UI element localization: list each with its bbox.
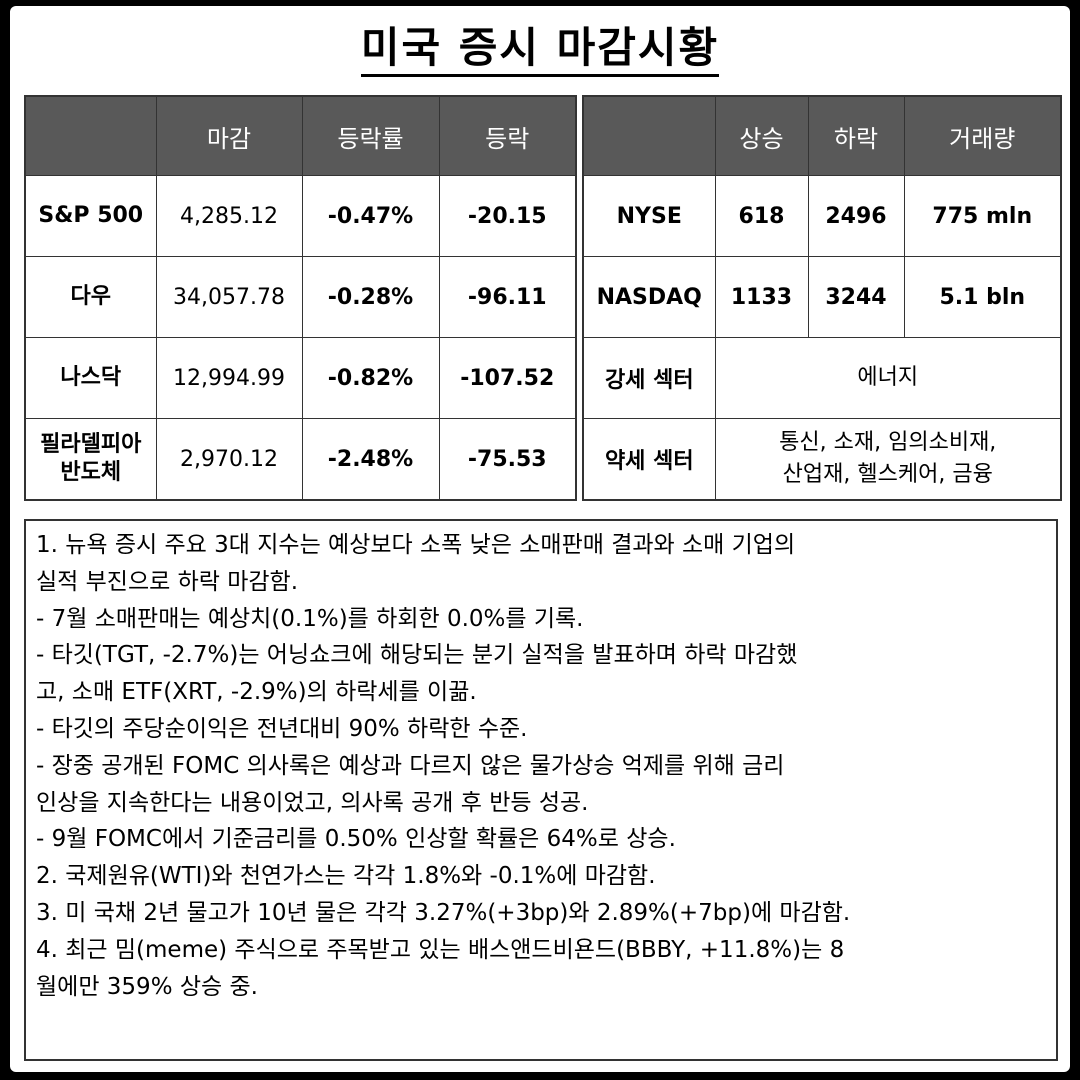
table-row: 다우 34,057.78 -0.28% -96.11: [24, 256, 577, 338]
market-table-header: 상승 하락 거래량: [582, 95, 1062, 176]
close-value: 12,994.99: [155, 337, 303, 419]
declines-value: 2496: [807, 175, 905, 257]
strong-sector-row: 강세 섹터 에너지: [582, 337, 1062, 419]
advances-value: 1133: [714, 256, 809, 338]
pct-value: -2.48%: [301, 418, 440, 501]
index-name: S&P 500: [24, 175, 157, 257]
note-line: - 7월 소매판매는 예상치(0.1%)를 하회한 0.0%를 기록.: [36, 605, 584, 632]
table-row: NASDAQ 1133 3244 5.1 bln: [582, 256, 1062, 338]
pct-value: -0.47%: [301, 175, 440, 257]
table-row: S&P 500 4,285.12 -0.47% -20.15: [24, 175, 577, 257]
volume-value: 775 mln: [903, 175, 1062, 257]
note-line: 2. 국제원유(WTI)와 천연가스는 각각 1.8%와 -0.1%에 마감함.: [36, 863, 656, 890]
strong-sector-value: 에너지: [714, 337, 1062, 419]
weak-sector-line1: 통신, 소재, 임의소비재,: [779, 430, 997, 455]
index-name-text: 나스닥: [60, 365, 122, 390]
market-notes: 1. 뉴욕 증시 주요 3대 지수는 예상보다 소폭 낮은 소매판매 결과와 소…: [24, 519, 1058, 1061]
close-value: 34,057.78: [155, 256, 303, 338]
pct-value: -0.28%: [301, 256, 440, 338]
index-name: 필라델피아 반도체: [24, 418, 157, 501]
close-value: 2,970.12: [155, 418, 303, 501]
note-line: - 9월 FOMC에서 기준금리를 0.50% 인상할 확률은 64%로 상승.: [36, 826, 676, 853]
note-line: - 타깃의 주당순이익은 전년대비 90% 하락한 수준.: [36, 715, 528, 742]
market-name: NASDAQ: [582, 256, 716, 338]
header-pct: 등락률: [301, 95, 440, 176]
index-name-line1: 필라델피아: [40, 432, 142, 457]
note-line: 4. 최근 밈(meme) 주식으로 주목받고 있는 배스앤드비욘드(BBBY,…: [36, 936, 845, 963]
change-value: -20.15: [438, 175, 577, 257]
market-name: NYSE: [582, 175, 716, 257]
strong-sector-label: 강세 섹터: [582, 337, 716, 419]
index-name-line2: 반도체: [60, 460, 122, 485]
table-row: 필라델피아 반도체 2,970.12 -2.48% -75.53: [24, 418, 577, 501]
header-blank: [24, 95, 157, 176]
header-volume: 거래량: [903, 95, 1062, 176]
header-blank: [582, 95, 716, 176]
table-row: 나스닥 12,994.99 -0.82% -107.52: [24, 337, 577, 419]
index-name-text: 다우: [70, 284, 111, 309]
header-close: 마감: [155, 95, 303, 176]
header-advances: 상승: [714, 95, 809, 176]
note-line: - 장중 공개된 FOMC 의사록은 예상과 다르지 않은 물가상승 억제를 위…: [36, 752, 785, 779]
declines-value: 3244: [807, 256, 905, 338]
table-row: NYSE 618 2496 775 mln: [582, 175, 1062, 257]
change-value: -96.11: [438, 256, 577, 338]
change-value: -75.53: [438, 418, 577, 501]
note-line: 월에만 359% 상승 중.: [36, 973, 258, 1000]
note-line: - 타깃(TGT, -2.7%)는 어닝쇼크에 해당되는 분기 실적을 발표하며…: [36, 642, 798, 669]
note-line: 실적 부진으로 하락 마감함.: [36, 568, 299, 595]
index-name: 다우: [24, 256, 157, 338]
note-line: 1. 뉴욕 증시 주요 3대 지수는 예상보다 소폭 낮은 소매판매 결과와 소…: [36, 532, 796, 558]
change-value: -107.52: [438, 337, 577, 419]
advances-value: 618: [714, 175, 809, 257]
index-table: 마감 등락률 등락 S&P 500 4,285.12 -0.47% -20.15…: [24, 95, 577, 501]
close-value: 4,285.12: [155, 175, 303, 257]
note-line: 인상을 지속한다는 내용이었고, 의사록 공개 후 반등 성공.: [36, 789, 589, 816]
note-line: 고, 소매 ETF(XRT, -2.9%)의 하락세를 이끎.: [36, 679, 477, 706]
header-change: 등락: [438, 95, 577, 176]
index-name: 나스닥: [24, 337, 157, 419]
index-name-text: S&P 500: [38, 203, 144, 228]
header-declines: 하락: [807, 95, 905, 176]
weak-sector-label: 약세 섹터: [582, 418, 716, 501]
index-table-header: 마감 등락률 등락: [24, 95, 577, 176]
page-title-text: 미국 증시 마감시황: [360, 23, 720, 77]
weak-sector-line2: 산업재, 헬스케어, 금융: [782, 462, 993, 487]
weak-sector-row: 약세 섹터 통신, 소재, 임의소비재, 산업재, 헬스케어, 금융: [582, 418, 1062, 501]
market-table: 상승 하락 거래량 NYSE 618 2496 775 mln NASDAQ 1…: [582, 95, 1062, 501]
volume-value: 5.1 bln: [903, 256, 1062, 338]
weak-sector-value: 통신, 소재, 임의소비재, 산업재, 헬스케어, 금융: [714, 418, 1062, 501]
note-line: 3. 미 국채 2년 물고가 10년 물은 각각 3.27%(+3bp)와 2.…: [36, 899, 851, 926]
page-title: 미국 증시 마감시황: [0, 14, 1080, 77]
pct-value: -0.82%: [301, 337, 440, 419]
